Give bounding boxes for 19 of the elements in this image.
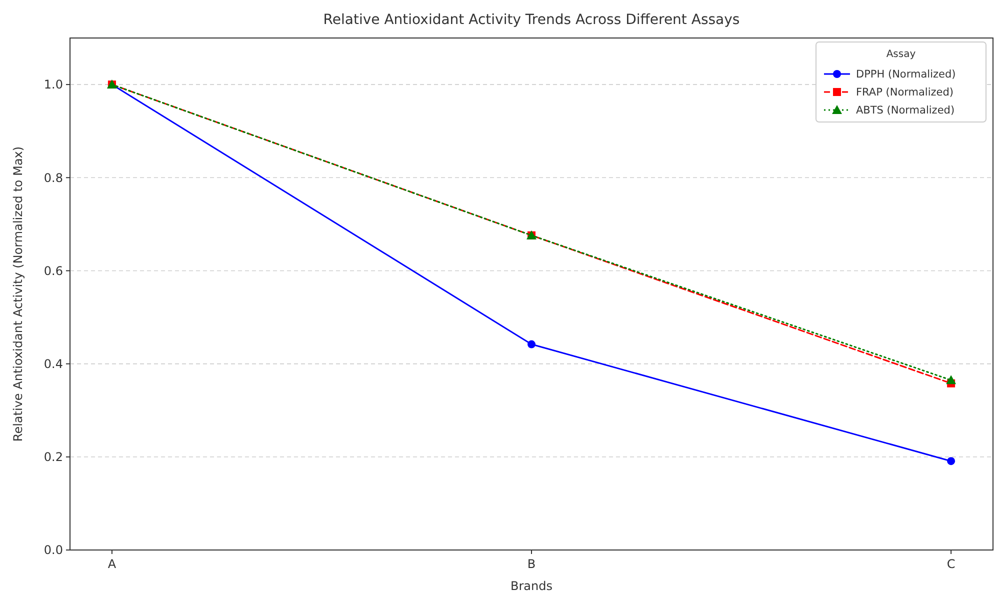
y-tick-label: 0.8	[44, 170, 63, 185]
point	[947, 457, 956, 466]
x-tick-label: B	[527, 557, 536, 571]
x-tick-label: A	[108, 557, 117, 571]
y-tick-label: 0.6	[44, 264, 63, 278]
y-axis-title: Relative Antioxidant Activity (Normalized to Max)	[11, 146, 25, 442]
point	[946, 375, 956, 384]
point	[528, 340, 536, 348]
y-tick-label: 0.0	[44, 543, 63, 558]
legend-label: FRAP (Normalized)	[856, 86, 954, 99]
legend-title: Assay	[886, 49, 916, 60]
y-tick-label: 0.4	[44, 357, 63, 372]
legend-label: DPPH (Normalized)	[856, 68, 956, 81]
chart-title: Relative Antioxidant Activity Trends Across Different Assays	[323, 12, 740, 28]
x-tick-label: C	[946, 557, 956, 571]
y-tick-label: 0.2	[44, 450, 63, 464]
x-axis-title: Brands	[510, 579, 552, 593]
y-tick-label: 1.0	[44, 78, 63, 92]
legend-label: ABTS (Normalized)	[856, 104, 955, 117]
